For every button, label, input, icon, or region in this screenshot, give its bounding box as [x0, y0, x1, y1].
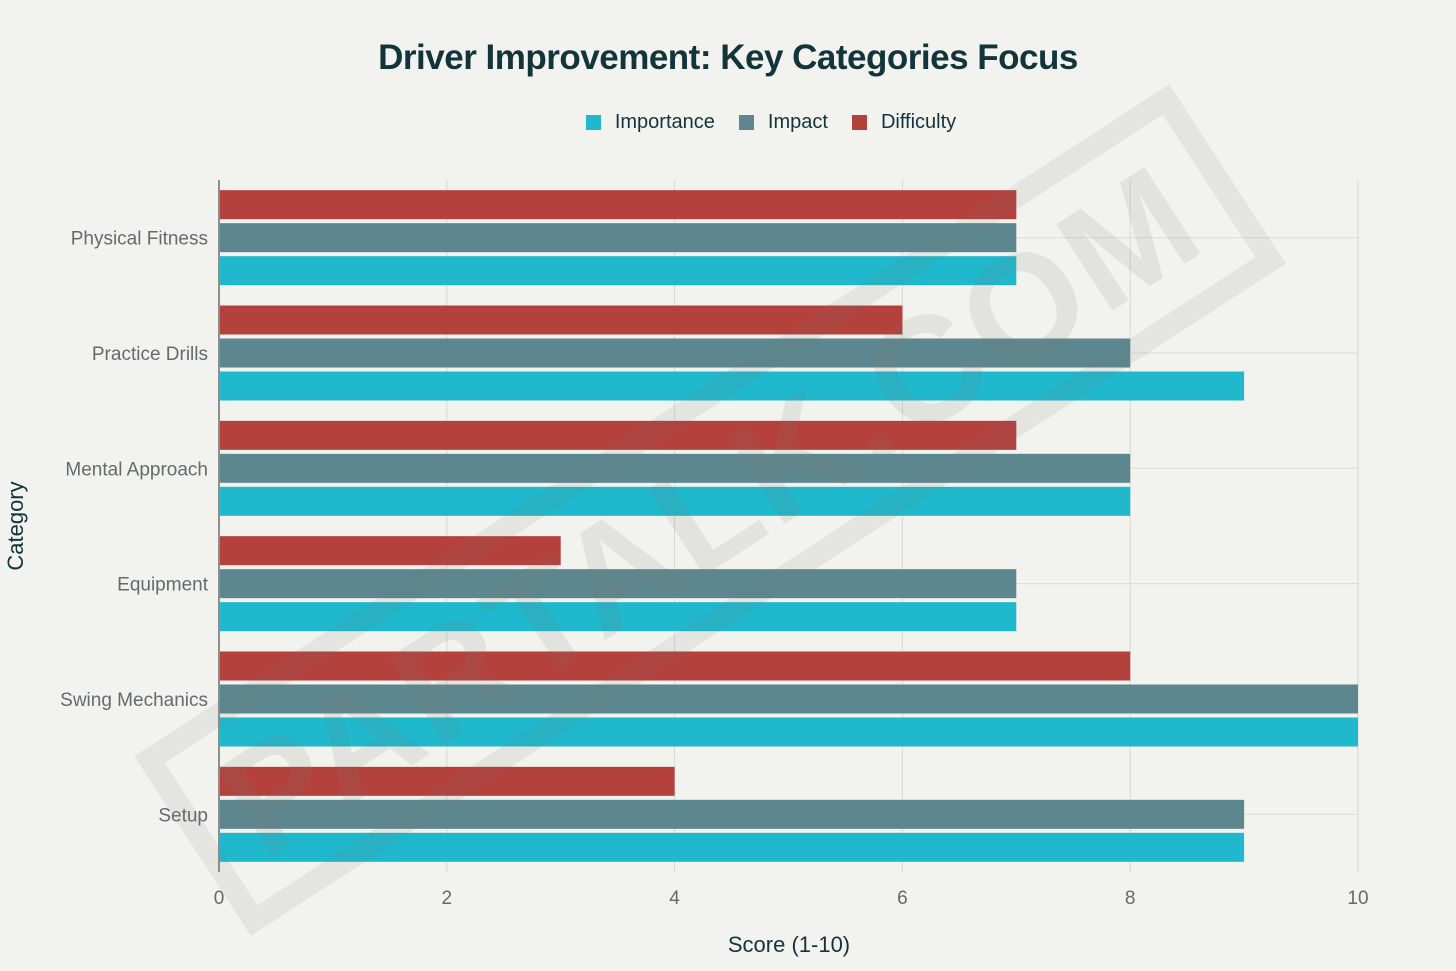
- bar-impact-equipment: [220, 569, 1017, 599]
- legend-item-importance[interactable]: Importance: [585, 111, 715, 134]
- bar-importance-setup: [220, 832, 1245, 862]
- axes: 0 2 4 6 8 10 Physical Fitness Practice Drills Me…: [60, 180, 1369, 909]
- chart-title: Driver Improvement: Key Categories Focus: [378, 38, 1078, 77]
- x-tick-label: 0: [214, 888, 225, 909]
- bar-importance-mental-approach: [220, 486, 1131, 516]
- y-tick-label: Mental Approach: [65, 459, 208, 480]
- legend-swatch-impact: [738, 115, 754, 130]
- legend-swatch-importance: [585, 115, 601, 130]
- bar-impact-physical-fitness: [220, 223, 1017, 253]
- x-tick-label: 10: [1347, 888, 1368, 909]
- legend-label-importance: Importance: [614, 111, 715, 133]
- bar-importance-physical-fitness: [220, 256, 1017, 286]
- y-tick-label: Physical Fitness: [71, 229, 208, 250]
- bar-impact-practice-drills: [220, 338, 1131, 368]
- bar-impact-swing-mechanics: [220, 684, 1358, 714]
- legend-label-difficulty: Difficulty: [880, 111, 957, 133]
- y-axis-title: Category: [3, 481, 28, 571]
- bar-impact-setup: [220, 799, 1245, 829]
- x-tick-label: 4: [669, 888, 680, 909]
- bar-difficulty-mental-approach: [220, 420, 1017, 450]
- x-tick-label: 2: [442, 888, 453, 909]
- bars: [220, 190, 1358, 862]
- bar-importance-equipment: [220, 602, 1017, 632]
- y-tick-label: Equipment: [117, 575, 209, 596]
- y-tick-label: Swing Mechanics: [60, 690, 208, 711]
- legend-swatch-difficulty: [851, 115, 867, 130]
- legend-item-difficulty[interactable]: Difficulty: [851, 111, 957, 134]
- x-tick-label: 8: [1125, 888, 1136, 909]
- bar-difficulty-setup: [220, 766, 675, 796]
- bar-importance-practice-drills: [220, 371, 1245, 401]
- bar-difficulty-swing-mechanics: [220, 651, 1131, 681]
- x-axis-title: Score (1-10): [727, 932, 851, 957]
- bar-difficulty-physical-fitness: [220, 190, 1017, 220]
- bar-difficulty-practice-drills: [220, 305, 903, 335]
- bar-importance-swing-mechanics: [220, 717, 1358, 747]
- x-tick-label: 6: [897, 888, 908, 909]
- legend-label-impact: Impact: [767, 111, 828, 133]
- y-tick-label: Setup: [158, 805, 208, 826]
- bar-difficulty-equipment: [220, 536, 561, 566]
- legend: Importance Impact Difficulty: [0, 111, 1456, 134]
- legend-item-impact[interactable]: Impact: [738, 111, 828, 134]
- y-tick-label: Practice Drills: [92, 344, 208, 365]
- bar-impact-mental-approach: [220, 453, 1131, 483]
